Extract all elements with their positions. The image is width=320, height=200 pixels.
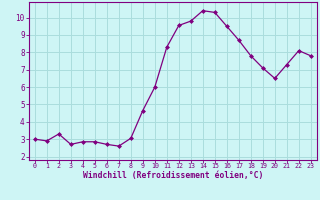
X-axis label: Windchill (Refroidissement éolien,°C): Windchill (Refroidissement éolien,°C) <box>83 171 263 180</box>
